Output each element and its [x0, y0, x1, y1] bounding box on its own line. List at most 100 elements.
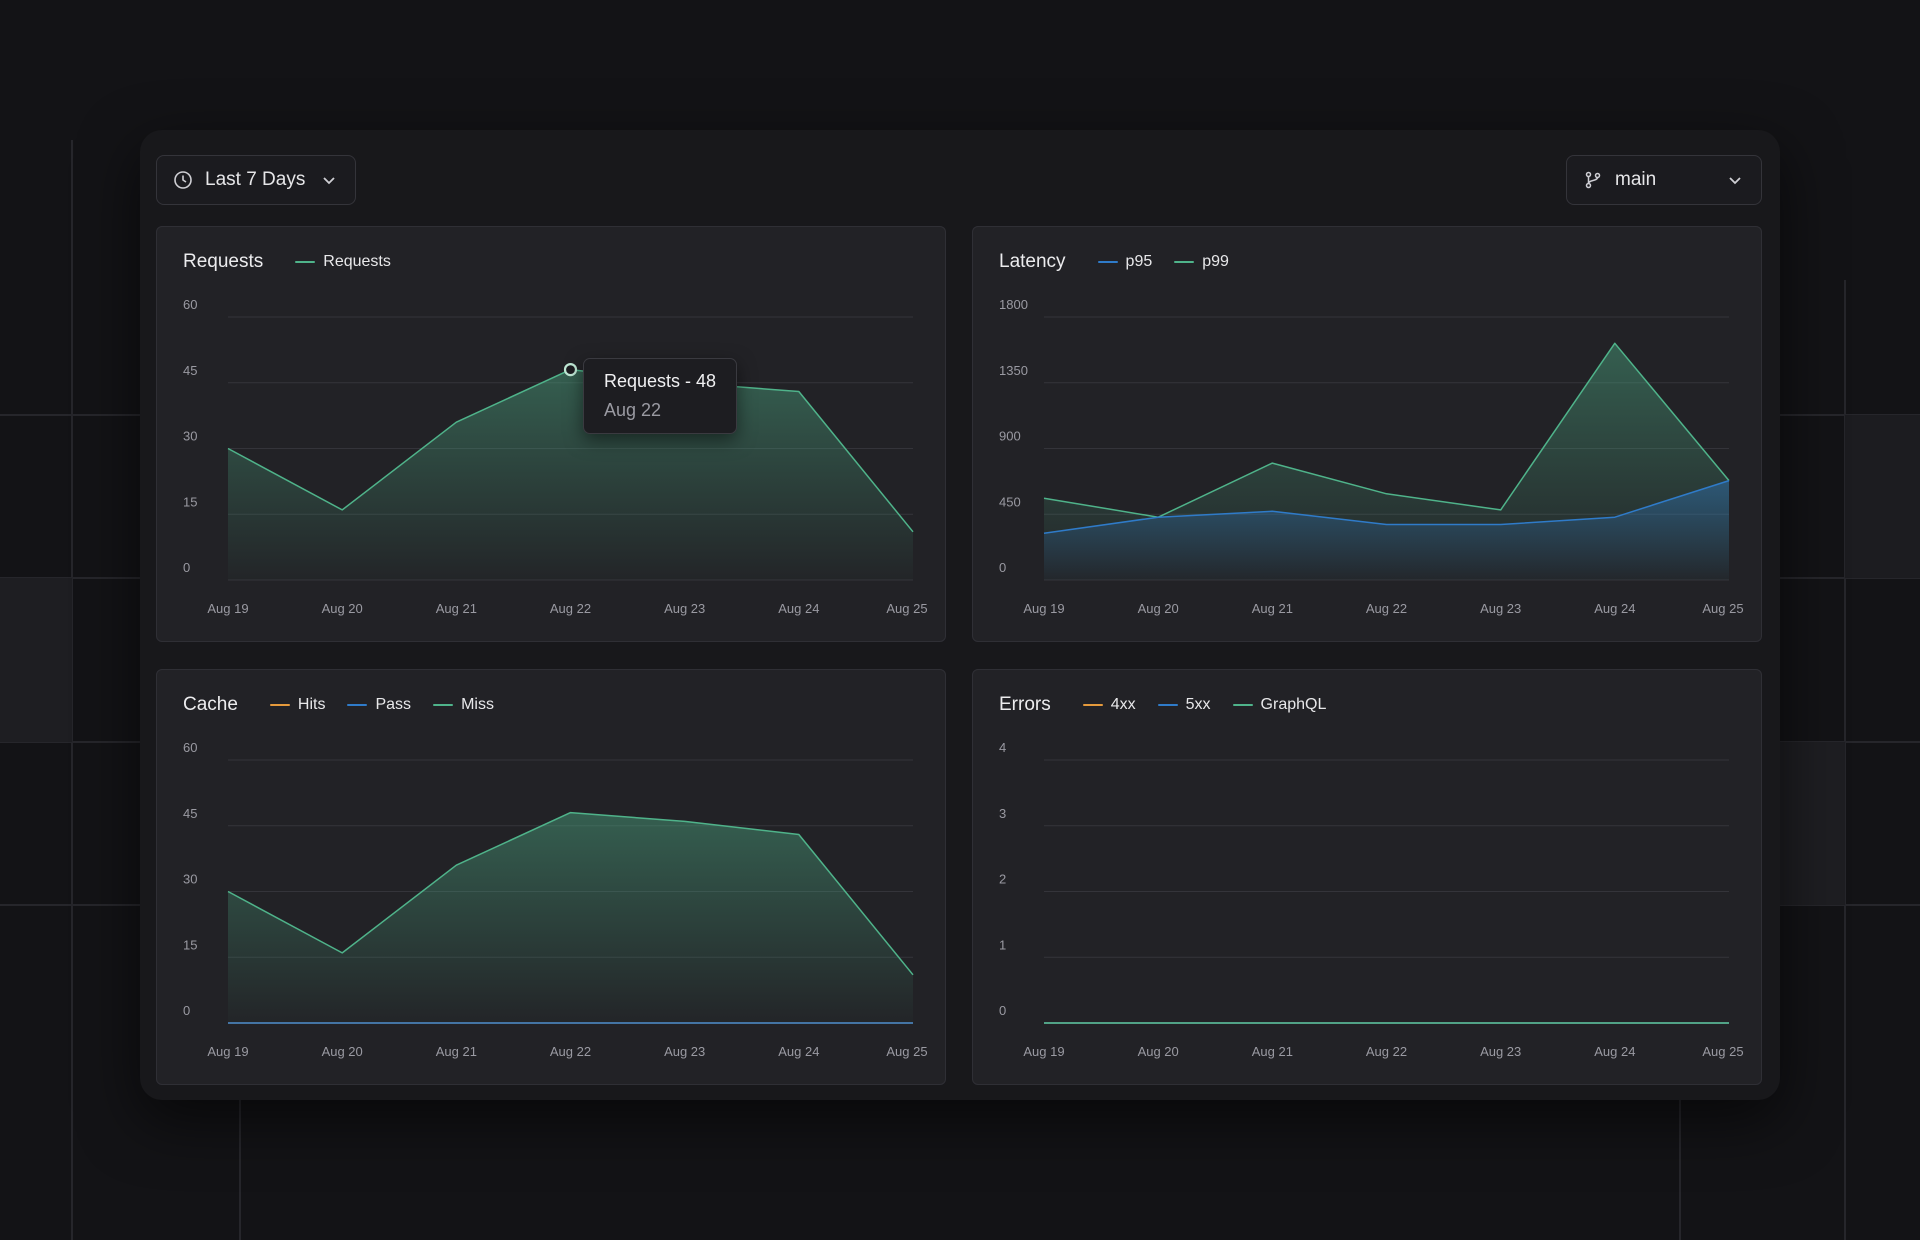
legend-item[interactable]: Miss	[433, 696, 494, 714]
time-range-label: Last 7 Days	[205, 169, 306, 190]
x-tick-label: Aug 19	[207, 1044, 248, 1059]
legend-label: 5xx	[1185, 696, 1211, 713]
y-tick-label: 30	[183, 872, 197, 887]
y-tick-label: 30	[183, 429, 197, 444]
x-tick-label: Aug 21	[1252, 601, 1293, 616]
series-line-p95	[1043, 479, 1730, 534]
legend-item[interactable]: p99	[1174, 253, 1229, 271]
cache-chart-card: Cache Hits Pass Miss 0 15 30 45 60 Aug 19 Aug 20…	[156, 669, 946, 1085]
git-branch-icon	[1583, 170, 1603, 190]
y-tick-label: 1350	[999, 363, 1028, 378]
y-tick-label: 0	[183, 560, 190, 575]
x-tick-label: Aug 19	[1023, 601, 1064, 616]
x-tick-label: Aug 19	[207, 601, 248, 616]
legend-label: Requests	[323, 253, 391, 270]
x-tick-label: Aug 24	[778, 1044, 819, 1059]
legend-item[interactable]: GraphQL	[1232, 696, 1327, 714]
legend-swatch	[1097, 261, 1118, 263]
legend-swatch	[1082, 704, 1103, 706]
y-tick-label: 900	[999, 429, 1021, 444]
errors-chart-card: Errors 4xx 5xx GraphQL 0 1 2 3 4 Aug 19 Aug 20 Au…	[972, 669, 1762, 1085]
cache-chart: 0 15 30 45 60 Aug 19 Aug 20 Aug 21 Aug 22 Aug 23 A…	[183, 740, 928, 1059]
x-tick-label: Aug 22	[1366, 601, 1407, 616]
x-tick-label: Aug 20	[322, 601, 363, 616]
chart-title: Latency	[999, 251, 1066, 272]
legend-item[interactable]: Hits	[269, 696, 326, 714]
latency-chart: 0 450 900 1350 1800 Aug 19 Aug 20 Aug 21 Aug 22 A…	[999, 297, 1744, 616]
y-tick-label: 0	[999, 560, 1006, 575]
x-tick-label: Aug 21	[436, 601, 477, 616]
legend-item[interactable]: Pass	[347, 696, 411, 714]
time-range-dropdown[interactable]: Last 7 Days	[156, 155, 356, 205]
y-tick-label: 1	[999, 937, 1006, 952]
y-tick-label: 0	[183, 1003, 190, 1018]
x-tick-label: Aug 23	[1480, 601, 1521, 616]
hover-point-marker	[563, 363, 578, 377]
legend-label: Miss	[461, 696, 494, 713]
y-tick-label: 0	[999, 1003, 1006, 1018]
x-tick-label: Aug 25	[886, 1044, 927, 1059]
legend-swatch	[295, 261, 316, 263]
legend-swatch	[347, 704, 368, 706]
series-area-requests	[228, 369, 913, 580]
legend-item[interactable]: 4xx	[1082, 696, 1136, 714]
chart-title: Requests	[183, 251, 264, 272]
y-tick-label: 450	[999, 494, 1021, 509]
y-tick-label: 1800	[999, 297, 1028, 312]
requests-chart: 0 15 30 45 60 Aug 19 Aug 20 Aug 21 Aug 22 Aug 23 A…	[183, 297, 928, 616]
y-tick-label: 60	[183, 297, 197, 312]
x-tick-label: Aug 23	[664, 1044, 705, 1059]
legend-swatch	[433, 704, 454, 706]
y-tick-label: 60	[183, 740, 197, 755]
y-tick-label: 4	[999, 740, 1006, 755]
x-tick-label: Aug 20	[322, 1044, 363, 1059]
chart-legend: p95 p99	[1097, 253, 1229, 271]
chart-legend: 4xx 5xx GraphQL	[1082, 696, 1327, 714]
legend-item[interactable]: p95	[1097, 253, 1153, 271]
chevron-down-icon	[1725, 170, 1745, 190]
legend-label: p99	[1202, 253, 1229, 270]
x-tick-label: Aug 22	[1366, 1044, 1407, 1059]
legend-item[interactable]: 5xx	[1157, 696, 1211, 714]
legend-label: 4xx	[1110, 696, 1136, 713]
y-tick-label: 45	[183, 806, 197, 821]
x-tick-label: Aug 25	[1702, 1044, 1743, 1059]
y-tick-label: 15	[183, 937, 197, 952]
legend-label: p95	[1125, 253, 1153, 270]
legend-label: Hits	[297, 696, 326, 713]
branch-label: main	[1615, 169, 1657, 190]
x-tick-label: Aug 24	[778, 601, 819, 616]
chart-legend: Requests	[295, 253, 391, 271]
chevron-down-icon	[319, 170, 339, 190]
clock-icon	[173, 170, 193, 190]
y-tick-label: 15	[183, 494, 197, 509]
legend-item[interactable]: Requests	[295, 253, 391, 271]
x-tick-label: Aug 20	[1138, 601, 1179, 616]
legend-swatch	[269, 704, 290, 706]
requests-tooltip: Requests - 48 Aug 22	[583, 358, 738, 434]
x-tick-label: Aug 24	[1594, 1044, 1635, 1059]
y-tick-label: 2	[999, 872, 1006, 887]
branch-dropdown[interactable]: main	[1566, 155, 1762, 205]
legend-label: Pass	[375, 696, 412, 713]
x-tick-label: Aug 25	[886, 601, 927, 616]
x-tick-label: Aug 23	[1480, 1044, 1521, 1059]
legend-swatch	[1174, 261, 1195, 263]
x-tick-label: Aug 21	[436, 1044, 477, 1059]
y-tick-label: 45	[183, 363, 197, 378]
legend-swatch	[1232, 704, 1253, 706]
legend-swatch	[1157, 704, 1178, 706]
x-tick-label: Aug 22	[550, 601, 591, 616]
tooltip-date: Aug 22	[604, 400, 662, 420]
x-tick-label: Aug 22	[550, 1044, 591, 1059]
errors-chart: 0 1 2 3 4 Aug 19 Aug 20 Aug 21 Aug 22 Aug 23 Aug 2…	[999, 740, 1744, 1059]
chart-title: Errors	[999, 694, 1051, 715]
legend-label: GraphQL	[1260, 696, 1327, 713]
x-tick-label: Aug 24	[1594, 601, 1635, 616]
chart-title: Cache	[183, 694, 238, 715]
series-area-p95	[1044, 480, 1729, 580]
latency-chart-card: Latency p95 p99 0 450 900 1350 1800 Aug 19 Aug …	[972, 226, 1762, 642]
x-tick-label: Aug 23	[664, 601, 705, 616]
y-tick-label: 3	[999, 806, 1006, 821]
x-tick-label: Aug 25	[1702, 601, 1743, 616]
